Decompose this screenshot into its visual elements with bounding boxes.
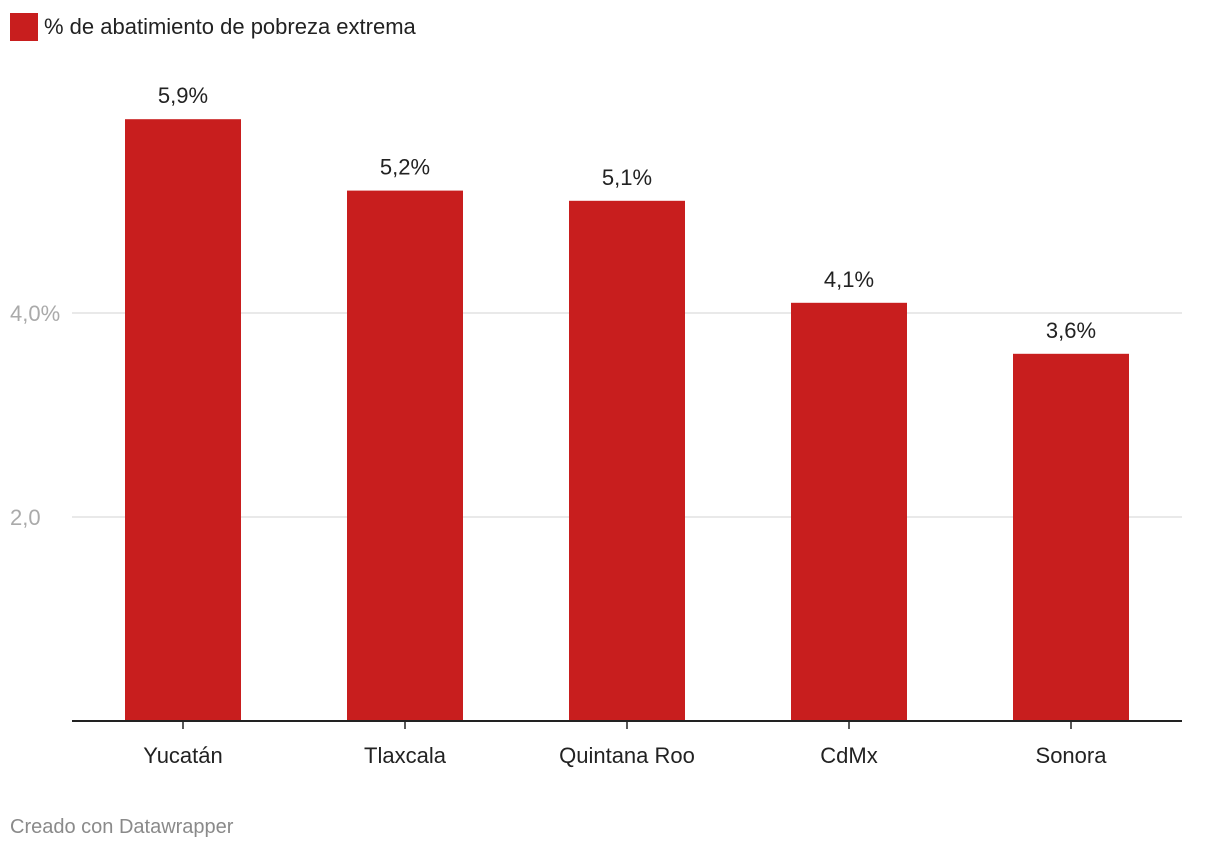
bar-value-label: 4,1% (824, 267, 874, 292)
x-tick-label: Yucatán (143, 743, 223, 768)
bar-value-label: 5,9% (158, 83, 208, 108)
bar-value-label: 5,2% (380, 155, 430, 180)
bar (1013, 353, 1129, 721)
bar (347, 190, 463, 722)
bar-value-label: 3,6% (1046, 318, 1096, 343)
y-tick-label: 2,0 (10, 505, 41, 530)
bar-value-label: 5,1% (602, 165, 652, 190)
footer-credit: Creado con Datawrapper (10, 816, 234, 838)
legend: % de abatimiento de pobreza extrema (10, 12, 416, 42)
x-tick-label: Tlaxcala (364, 743, 447, 768)
x-tick-label: Quintana Roo (559, 743, 695, 768)
bar (569, 200, 685, 722)
bar (791, 302, 907, 721)
legend-swatch (10, 13, 38, 41)
legend-label: % de abatimiento de pobreza extrema (44, 14, 416, 39)
y-tick-label: 4,0% (10, 301, 60, 326)
x-tick-label: CdMx (820, 743, 877, 768)
x-tick-label: Sonora (1036, 743, 1108, 768)
bar (125, 119, 241, 721)
